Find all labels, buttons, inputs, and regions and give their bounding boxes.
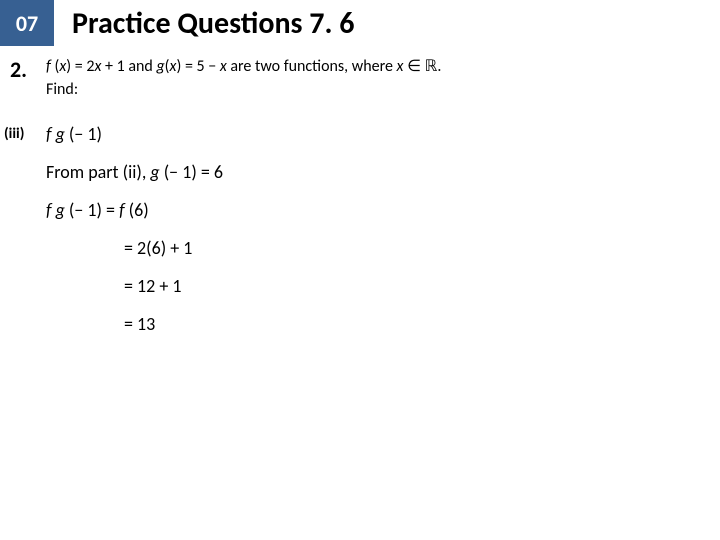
txt: ∈ ℝ. [403, 57, 441, 76]
solution-line: = 13 [46, 313, 720, 335]
part-row: (iii) f g (− 1) From part (ii), g (− 1) … [0, 123, 720, 351]
solution-line: f g (− 1) = f (6) [46, 199, 720, 221]
txt: (− 1) = [69, 199, 119, 221]
solution-line: = 2(6) + 1 [46, 237, 720, 259]
txt: (− 1) [69, 123, 102, 145]
question-number: 2. [10, 56, 46, 99]
solution-line: = 12 + 1 [46, 275, 720, 297]
page-title: Practice Questions 7. 6 [72, 5, 355, 42]
fn-g: g [156, 57, 164, 76]
txt: (− 1) = 6 [164, 161, 223, 183]
txt: are two functions, where [230, 57, 396, 76]
solution-line: f g (− 1) [46, 123, 720, 145]
header-bar: 07 Practice Questions 7. 6 [0, 0, 720, 46]
section-badge: 07 [0, 0, 54, 46]
fn-fg: f g [46, 199, 69, 221]
fn-f: f [119, 199, 129, 221]
question-row: 2. f (x) = 2x + 1 and g(x) = 5 − x are t… [0, 56, 720, 99]
question-text: f (x) = 2x + 1 and g(x) = 5 − x are two … [46, 56, 720, 76]
question-text-block: f (x) = 2x + 1 and g(x) = 5 − x are two … [46, 56, 720, 99]
fn-g: g [150, 161, 163, 183]
find-text: Find: [46, 80, 720, 99]
part-content: f g (− 1) From part (ii), g (− 1) = 6 f … [46, 123, 720, 351]
part-label: (iii) [4, 123, 46, 351]
txt: (6) [129, 199, 149, 221]
solution-line: From part (ii), g (− 1) = 6 [46, 161, 720, 183]
txt: ) = 5 − [176, 57, 219, 76]
txt: + 1 and [101, 57, 156, 76]
fn-f: f [46, 57, 55, 76]
txt: From part (ii), [46, 161, 150, 183]
fn-fg: f g [46, 123, 69, 145]
var-x: x [220, 57, 231, 76]
txt: ) = 2 [66, 57, 94, 76]
